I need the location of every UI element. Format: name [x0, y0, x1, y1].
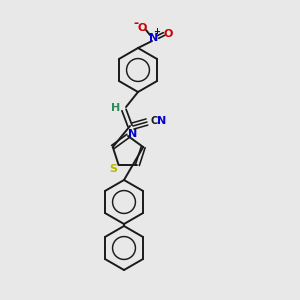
Text: N: N: [149, 33, 159, 43]
Text: N: N: [128, 129, 138, 139]
Text: S: S: [110, 164, 118, 174]
Text: H: H: [111, 103, 121, 113]
Text: O: O: [163, 29, 173, 39]
Text: O: O: [137, 23, 147, 33]
Text: -: -: [134, 17, 139, 31]
Text: C: C: [150, 116, 158, 126]
Text: +: +: [154, 28, 160, 37]
Text: N: N: [158, 116, 166, 126]
